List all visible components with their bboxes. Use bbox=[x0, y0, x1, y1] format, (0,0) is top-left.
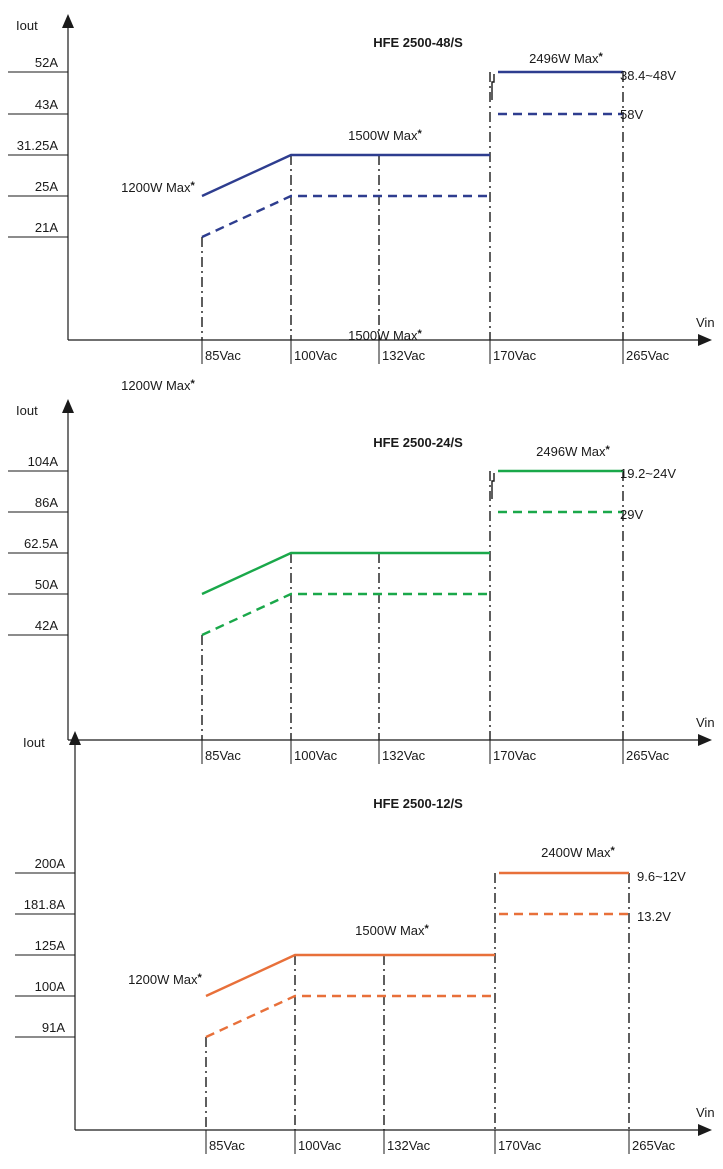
x-tick-label: 100Vac bbox=[298, 1138, 342, 1153]
y-tick-label: 200A bbox=[35, 856, 66, 871]
power-annotation: 2496W Max* bbox=[536, 444, 610, 459]
chart-title: HFE 2500-12/S bbox=[373, 796, 463, 811]
series-line-low bbox=[201, 592, 490, 637]
y-tick-label: 62.5A bbox=[24, 536, 58, 551]
x-axis-arrow bbox=[698, 334, 712, 346]
annotation-star: * bbox=[191, 378, 196, 390]
annotation-star: * bbox=[418, 328, 423, 340]
x-axis-arrow bbox=[698, 1124, 712, 1136]
x-tick-label: 265Vac bbox=[632, 1138, 676, 1153]
x-axis-title: Vin bbox=[696, 1105, 715, 1120]
x-axis-title: Vin bbox=[696, 715, 715, 730]
series-label: 58V bbox=[620, 107, 643, 122]
x-tick-label: 85Vac bbox=[205, 748, 241, 763]
y-axis-arrow bbox=[62, 399, 74, 413]
power-annotation: 2400W Max* bbox=[541, 845, 615, 860]
x-tick-label: 132Vac bbox=[387, 1138, 431, 1153]
series-label: 13.2V bbox=[637, 909, 671, 924]
x-tick-label: 170Vac bbox=[493, 748, 537, 763]
series-label: 9.6~12V bbox=[637, 869, 686, 884]
power-annotation: 1500W Max* bbox=[355, 923, 429, 938]
x-tick-label: 132Vac bbox=[382, 748, 426, 763]
y-tick-label: 125A bbox=[35, 938, 66, 953]
annotation-star: * bbox=[606, 444, 611, 456]
power-annotation: 1200W Max* bbox=[121, 180, 195, 195]
series-label: 38.4~48V bbox=[620, 68, 676, 83]
x-tick-label: 100Vac bbox=[294, 348, 338, 363]
step-notch bbox=[491, 74, 495, 100]
x-tick-label: 100Vac bbox=[294, 748, 338, 763]
x-tick-label: 265Vac bbox=[626, 748, 670, 763]
annotation-star: * bbox=[611, 845, 616, 857]
chart-title: HFE 2500-48/S bbox=[373, 35, 463, 50]
x-tick-label: 170Vac bbox=[498, 1138, 542, 1153]
power-annotation: 2496W Max* bbox=[529, 51, 603, 66]
annotation-star: * bbox=[191, 180, 196, 192]
y-tick-label: 52A bbox=[35, 55, 58, 70]
series-label: 19.2~24V bbox=[620, 466, 676, 481]
power-annotation: 1200W Max* bbox=[128, 972, 202, 987]
y-tick-label: 181.8A bbox=[24, 897, 66, 912]
y-axis-title: Iout bbox=[16, 18, 38, 33]
step-notch bbox=[491, 473, 495, 499]
x-tick-label: 85Vac bbox=[205, 348, 241, 363]
series-line-low bbox=[201, 153, 490, 198]
annotation-star: * bbox=[425, 923, 430, 935]
y-tick-label: 25A bbox=[35, 179, 58, 194]
annotation-star: * bbox=[599, 51, 604, 63]
x-tick-label: 170Vac bbox=[493, 348, 537, 363]
y-tick-label: 86A bbox=[35, 495, 58, 510]
y-tick-label: 42A bbox=[35, 618, 58, 633]
series-line-low bbox=[201, 194, 490, 239]
series-line-low bbox=[205, 953, 495, 998]
power-annotation: 1200W Max* bbox=[121, 378, 195, 393]
x-tick-label: 132Vac bbox=[382, 348, 426, 363]
x-axis-title: Vin bbox=[696, 315, 715, 330]
x-axis-arrow bbox=[698, 734, 712, 746]
power-annotation: 1500W Max* bbox=[348, 128, 422, 143]
y-axis-arrow bbox=[62, 14, 74, 28]
y-tick-label: 91A bbox=[42, 1020, 65, 1035]
y-tick-label: 21A bbox=[35, 220, 58, 235]
y-tick-label: 31.25A bbox=[17, 138, 59, 153]
chart-title: HFE 2500-24/S bbox=[373, 435, 463, 450]
annotation-star: * bbox=[198, 972, 203, 984]
series-line-low bbox=[205, 994, 495, 1039]
annotation-star: * bbox=[418, 128, 423, 140]
x-tick-label: 85Vac bbox=[209, 1138, 245, 1153]
x-tick-label: 265Vac bbox=[626, 348, 670, 363]
series-label: 29V bbox=[620, 507, 643, 522]
y-axis-title: Iout bbox=[23, 735, 45, 750]
y-axis-arrow bbox=[69, 731, 81, 745]
y-tick-label: 50A bbox=[35, 577, 58, 592]
power-annotation: 1500W Max* bbox=[348, 328, 422, 343]
y-tick-label: 43A bbox=[35, 97, 58, 112]
series-line-low bbox=[201, 551, 490, 596]
y-tick-label: 104A bbox=[28, 454, 59, 469]
y-axis-title: Iout bbox=[16, 403, 38, 418]
y-tick-label: 100A bbox=[35, 979, 66, 994]
